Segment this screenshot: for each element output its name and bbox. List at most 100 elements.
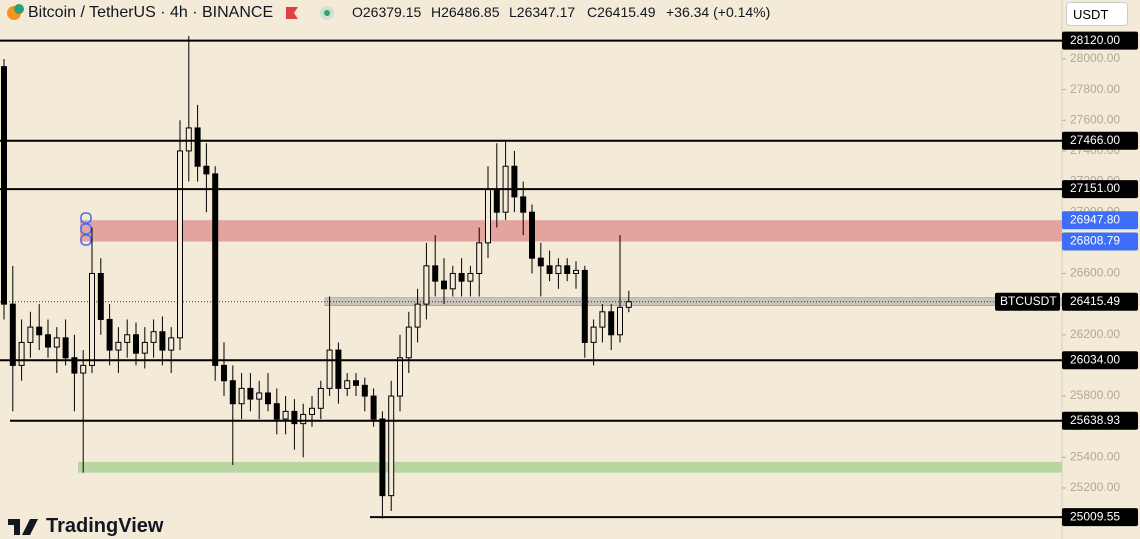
candle-body — [379, 418, 386, 497]
candle-body — [27, 326, 34, 343]
level-label-box — [1062, 131, 1138, 150]
candle-body — [229, 380, 236, 405]
zone-label: 26808.79 — [1070, 234, 1120, 248]
candle-body — [177, 150, 183, 339]
candle-body — [353, 380, 359, 386]
candle-body — [581, 269, 588, 343]
drawing-handle — [80, 212, 92, 224]
drawing-handle — [80, 234, 92, 246]
level-label: 27151.00 — [1070, 181, 1120, 195]
y-tick-label: 25200.00 — [1070, 480, 1120, 494]
ohlc-close: C26415.49 — [587, 4, 656, 20]
ohlc-open: O26379.15 — [352, 4, 422, 20]
brand-logo — [8, 519, 38, 535]
candle-body — [150, 331, 157, 343]
candle-body — [247, 387, 254, 400]
zone — [78, 461, 1062, 473]
ohlc-low: L26347.17 — [509, 4, 576, 20]
ohlc-high: H26486.85 — [431, 4, 500, 20]
candle-body — [370, 395, 377, 420]
candle-body — [617, 306, 623, 336]
candle-body — [344, 380, 351, 389]
candle-body — [317, 387, 324, 409]
candle-body — [405, 326, 412, 359]
candle-body — [273, 403, 280, 420]
level-label: 25638.93 — [1070, 413, 1120, 427]
last-price-label-box — [1062, 292, 1138, 311]
candle-body — [133, 334, 139, 354]
symbol-label: BTCUSDT — [1000, 294, 1057, 308]
candle-body — [511, 165, 518, 198]
candle-body — [467, 272, 474, 282]
candle-body — [564, 265, 571, 274]
y-tick-label: 27800.00 — [1070, 82, 1120, 96]
symbol-box — [995, 292, 1060, 311]
candle-body — [53, 337, 60, 348]
candle-body — [45, 334, 51, 348]
candle-body — [168, 337, 175, 351]
currency-select[interactable]: USDT — [1066, 2, 1128, 26]
brand: TradingView — [46, 515, 164, 537]
candle-body — [115, 341, 122, 351]
candle-body — [124, 334, 131, 343]
candle-body — [1, 66, 7, 305]
last-price-label: 26415.49 — [1070, 294, 1120, 308]
level-label: 28120.00 — [1070, 33, 1120, 47]
candle-body — [238, 387, 245, 405]
candle-body — [80, 364, 87, 374]
candle-body — [599, 311, 606, 328]
candle-body — [62, 337, 69, 359]
candle-body — [71, 357, 78, 374]
candle-body — [546, 265, 553, 274]
candle-body — [414, 303, 421, 328]
candle-body — [326, 349, 333, 389]
candle-body — [185, 127, 192, 152]
level-label-box — [1062, 508, 1138, 527]
level-label-box — [1062, 31, 1138, 50]
candle-body — [608, 311, 615, 336]
candle-body — [458, 272, 465, 282]
candle-body — [9, 303, 16, 366]
y-tick-label: 26200.00 — [1070, 327, 1120, 341]
candle-body — [573, 269, 579, 274]
ohlc-change: +36.34 (+0.14%) — [666, 4, 771, 20]
y-tick-label: 26600.00 — [1070, 266, 1120, 280]
candle-body — [282, 410, 289, 420]
candle-body — [18, 341, 25, 366]
candle-body — [203, 165, 210, 175]
zone-label-box — [1062, 211, 1138, 230]
candle-body — [141, 341, 148, 354]
y-tick-label: 25400.00 — [1070, 450, 1120, 464]
candle-body — [265, 392, 271, 405]
candle-body — [361, 384, 368, 397]
candle-body — [432, 265, 439, 282]
candle-body — [529, 211, 535, 259]
candle-body — [212, 173, 219, 366]
level-label: 26034.00 — [1070, 352, 1120, 366]
candle-body — [520, 196, 527, 213]
y-tick-label: 27600.00 — [1070, 112, 1120, 126]
zone-label-box — [1062, 232, 1138, 251]
candle-body — [397, 357, 403, 397]
candle-body — [555, 265, 562, 274]
zone-label: 26947.80 — [1070, 212, 1120, 226]
candle-body — [106, 318, 113, 351]
candle-body — [590, 326, 597, 343]
candle-body — [256, 392, 263, 400]
candle-body — [97, 272, 104, 320]
candle-body — [300, 413, 307, 425]
candle-body — [537, 257, 544, 267]
candle-body — [625, 301, 632, 308]
candle-body — [423, 265, 430, 305]
candle-body — [476, 242, 483, 274]
y-tick-label: 25800.00 — [1070, 388, 1120, 402]
candle-body — [36, 326, 43, 336]
level-label: 25009.55 — [1070, 509, 1120, 523]
candle-body — [194, 127, 201, 167]
candle-body — [221, 364, 227, 382]
level-label-box — [1062, 351, 1138, 370]
candle-body — [335, 349, 342, 389]
level-label-box — [1062, 411, 1138, 430]
